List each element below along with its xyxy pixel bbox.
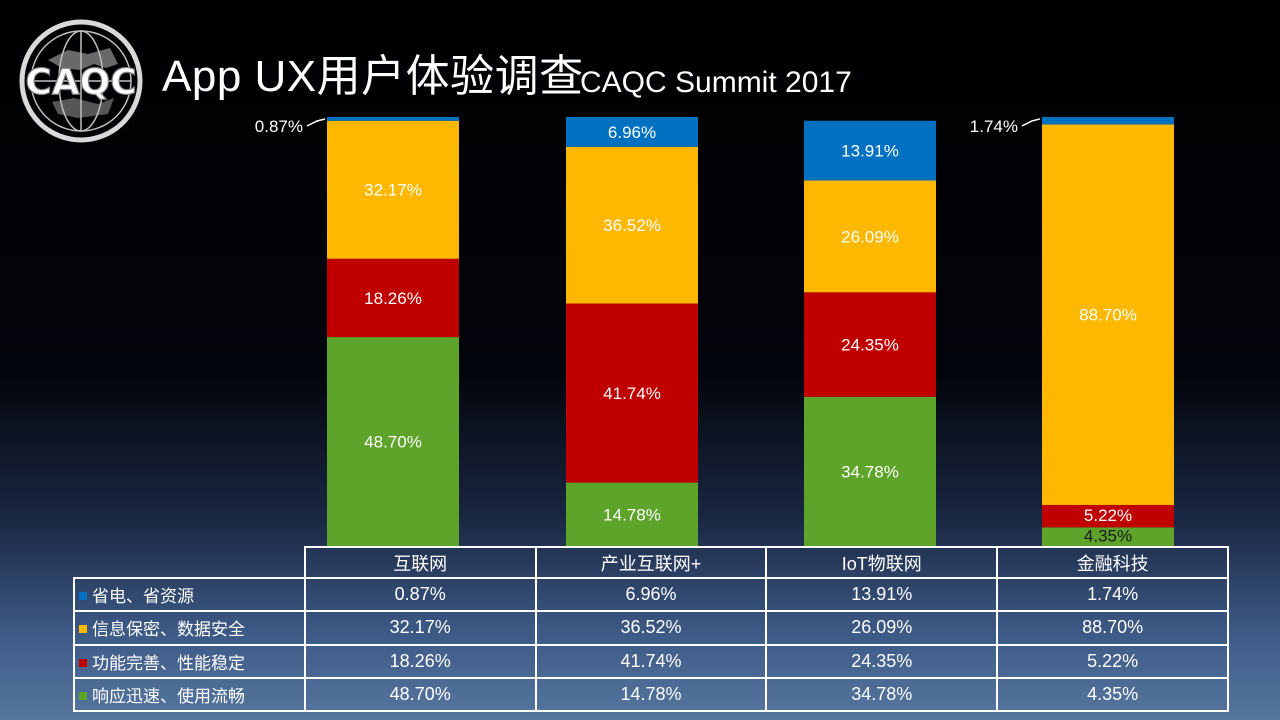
bar-segment bbox=[327, 120, 459, 259]
bar-segment bbox=[566, 117, 698, 147]
legend-swatch bbox=[79, 658, 87, 667]
table-cell: 5.22% bbox=[996, 643, 1229, 679]
bar-segment bbox=[804, 396, 936, 546]
table-cell: 14.78% bbox=[534, 676, 768, 713]
bar-segment bbox=[566, 146, 698, 304]
legend-swatch bbox=[79, 625, 87, 634]
bar-segment bbox=[1042, 504, 1174, 528]
table-cell: 48.70% bbox=[303, 676, 537, 713]
legend-label: 响应迅速、使用流畅 bbox=[92, 686, 245, 706]
bar-segment bbox=[566, 482, 698, 546]
table-cell: 4.35% bbox=[996, 676, 1229, 713]
data-label: 26.09% bbox=[841, 227, 899, 246]
bar-segment bbox=[804, 120, 936, 181]
data-label: 0.87% bbox=[255, 117, 303, 136]
table-row: 功能完善、性能稳定 18.26% 41.74% 24.35% 5.22% bbox=[73, 643, 1229, 679]
table-cell: 36.52% bbox=[534, 610, 768, 646]
table-cell: 32.17% bbox=[303, 610, 537, 646]
table-cell: 24.35% bbox=[765, 643, 999, 679]
leader-line bbox=[1021, 118, 1041, 127]
data-label: 41.74% bbox=[603, 384, 661, 403]
legend-entry: 功能完善、性能稳定 bbox=[73, 643, 306, 679]
table-row: 信息保密、数据安全 32.17% 36.52% 26.09% 88.70% bbox=[73, 610, 1229, 646]
data-label: 34.78% bbox=[841, 462, 899, 481]
table-row: 响应迅速、使用流畅 48.70% 14.78% 34.78% 4.35% bbox=[73, 676, 1229, 713]
data-label: 24.35% bbox=[841, 336, 899, 355]
bar-segment bbox=[327, 337, 459, 546]
bar-segment bbox=[566, 303, 698, 483]
data-label: 36.52% bbox=[603, 216, 661, 235]
category-header: 产业互联网+ bbox=[534, 546, 768, 579]
category-header: 互联网 bbox=[303, 546, 537, 579]
data-label: 6.96% bbox=[608, 123, 656, 142]
bar-segment bbox=[1042, 124, 1174, 505]
data-label: 4.35% bbox=[1084, 527, 1132, 546]
table-cell: 34.78% bbox=[765, 676, 999, 713]
table-cell: 1.74% bbox=[996, 576, 1229, 613]
data-label: 18.26% bbox=[364, 289, 422, 308]
legend-entry: 信息保密、数据安全 bbox=[73, 610, 306, 646]
chart-data-table: 互联网 产业互联网+ IoT物联网 金融科技 省电、省资源 0.87% 6.96… bbox=[73, 546, 1229, 713]
data-label: 1.74% bbox=[970, 117, 1018, 136]
legend-swatch bbox=[79, 691, 87, 700]
bar-segment bbox=[327, 258, 459, 338]
legend-entry: 响应迅速、使用流畅 bbox=[73, 676, 306, 713]
bar-segment bbox=[804, 180, 936, 293]
caqc-logo: CAQC bbox=[19, 19, 143, 143]
bar-segment bbox=[327, 117, 459, 121]
table-header-row: 互联网 产业互联网+ IoT物联网 金融科技 bbox=[74, 546, 1229, 579]
table-cell: 18.26% bbox=[303, 643, 537, 679]
table-cell: 88.70% bbox=[996, 610, 1229, 646]
table-corner-cell bbox=[74, 547, 306, 579]
legend-label: 信息保密、数据安全 bbox=[92, 620, 245, 640]
bar-segment bbox=[1042, 116, 1174, 125]
legend-swatch bbox=[79, 592, 87, 601]
legend-label: 功能完善、性能稳定 bbox=[92, 653, 245, 673]
table-cell: 6.96% bbox=[534, 576, 768, 613]
page-title: App UX用户体验调查 bbox=[162, 52, 584, 101]
table-cell: 13.91% bbox=[765, 576, 999, 613]
category-header: IoT物联网 bbox=[765, 546, 999, 579]
page-subtitle: CAQC Summit 2017 bbox=[580, 66, 852, 99]
data-label: 48.70% bbox=[364, 433, 422, 452]
category-header: 金融科技 bbox=[996, 546, 1229, 579]
legend-entry: 省电、省资源 bbox=[73, 576, 306, 613]
legend-label: 省电、省资源 bbox=[92, 587, 194, 607]
table-cell: 26.09% bbox=[765, 610, 999, 646]
bar-segment bbox=[804, 292, 936, 397]
table-cell: 41.74% bbox=[534, 643, 768, 679]
leader-line bbox=[306, 118, 326, 127]
data-label: 32.17% bbox=[364, 181, 422, 200]
data-label: 88.70% bbox=[1079, 306, 1137, 325]
data-label: 5.22% bbox=[1084, 506, 1132, 525]
logo-text: CAQC bbox=[25, 62, 136, 103]
table-row: 省电、省资源 0.87% 6.96% 13.91% 1.74% bbox=[73, 576, 1229, 613]
table-cell: 0.87% bbox=[303, 576, 537, 613]
data-label: 14.78% bbox=[603, 505, 661, 524]
bar-segment bbox=[1042, 527, 1174, 546]
data-label: 13.91% bbox=[841, 142, 899, 161]
